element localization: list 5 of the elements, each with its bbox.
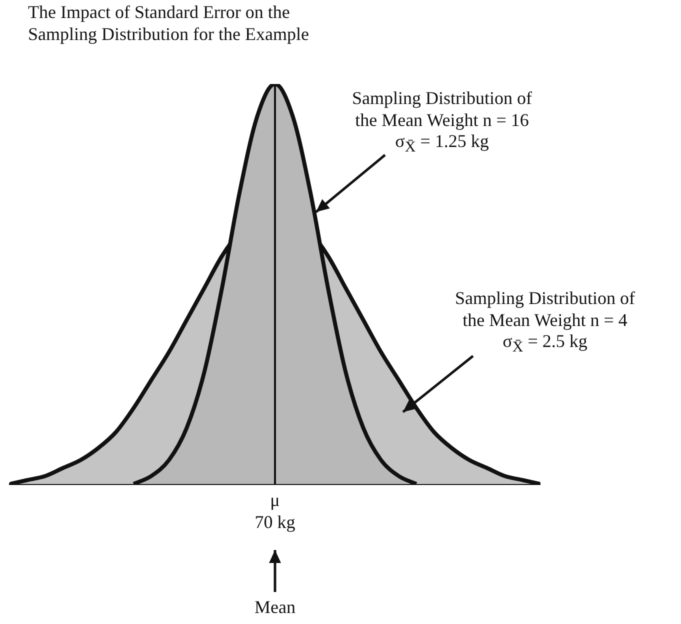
annotation: Sampling Distribution of the Mean Weight n = 16 σ$_{X̄}$ = 1.25 kg xyxy=(351,88,533,157)
annotation: Sampling Distribution of the Mean Weight n = 4 σ$_{X̄}$ = 2.5 kg xyxy=(454,288,636,357)
chart-title: The Impact of Standard Error on the Sampling Distribution for the Example xyxy=(28,2,310,46)
text: μ 70 kg xyxy=(254,490,296,534)
text: Mean xyxy=(254,597,296,619)
